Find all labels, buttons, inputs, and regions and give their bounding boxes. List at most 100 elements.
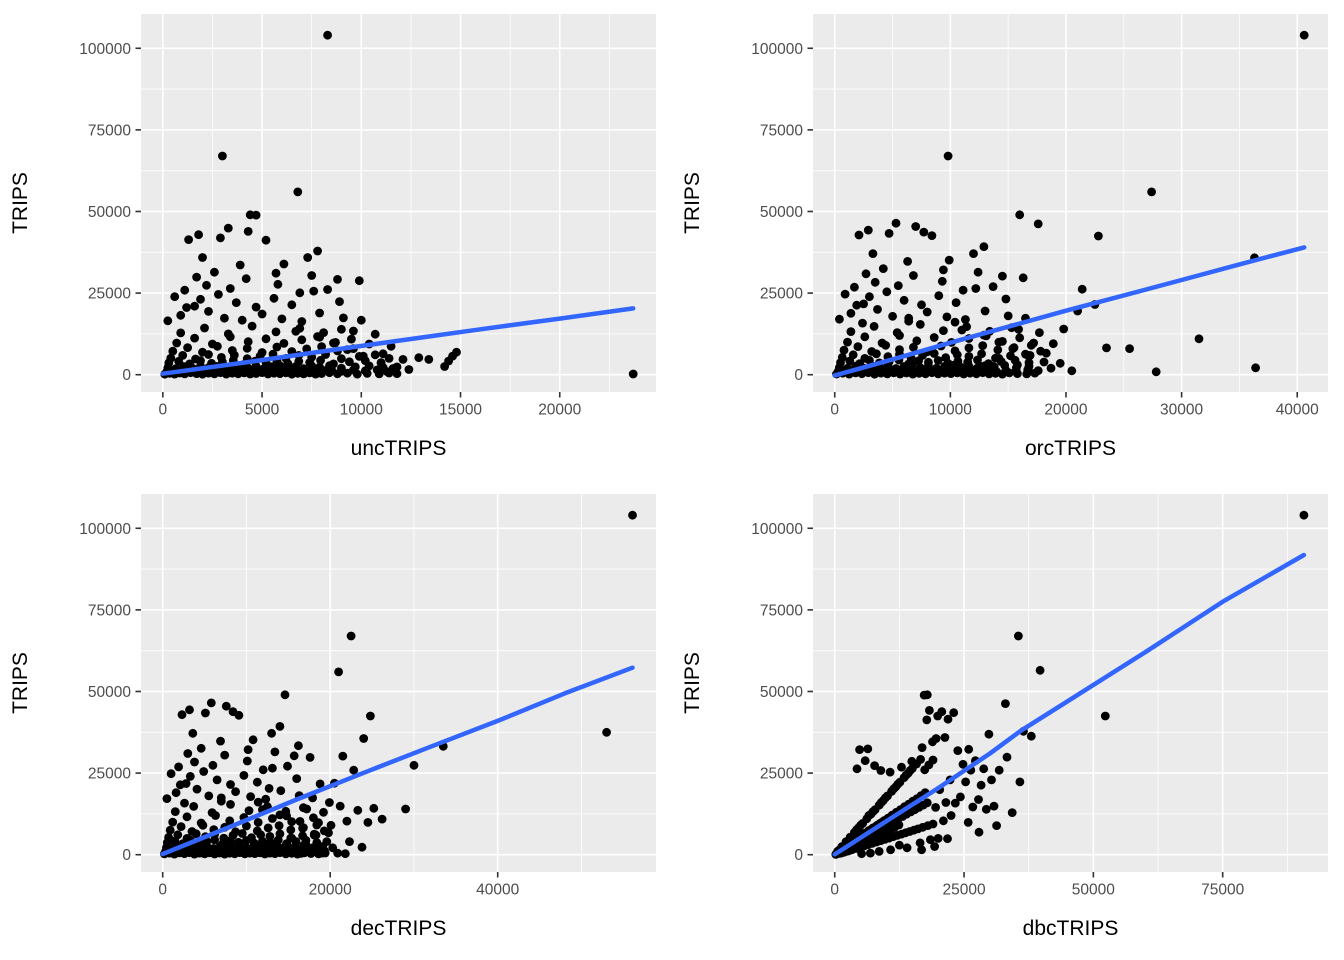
data-point: [602, 727, 611, 737]
data-point: [162, 794, 172, 803]
data-point: [261, 235, 271, 245]
data-point: [291, 326, 301, 336]
data-point: [388, 364, 398, 373]
x-tick-label: 75000: [1201, 882, 1244, 899]
data-point: [1001, 294, 1011, 304]
data-point: [868, 249, 878, 258]
data-point: [1048, 339, 1058, 349]
data-point: [846, 308, 856, 318]
data-point: [1147, 187, 1156, 197]
data-point: [176, 822, 186, 831]
data-point: [353, 805, 363, 815]
data-point: [239, 771, 249, 780]
data-point: [335, 297, 344, 306]
data-point: [198, 347, 207, 357]
y-tick-label: 75000: [760, 122, 803, 139]
data-point: [839, 345, 849, 355]
data-point: [220, 313, 229, 323]
y-tick-label: 0: [122, 367, 131, 384]
y-tick-label: 25000: [88, 286, 131, 303]
data-point: [1024, 358, 1034, 367]
data-point: [878, 264, 888, 273]
data-point: [293, 187, 303, 197]
data-point: [276, 786, 286, 796]
data-point: [192, 272, 202, 282]
data-point: [971, 284, 981, 293]
data-point: [893, 281, 903, 290]
data-point: [287, 300, 297, 310]
data-point: [190, 301, 200, 311]
data-point: [218, 151, 227, 161]
data-point: [316, 355, 325, 365]
panel-background: [813, 14, 1328, 392]
data-point: [1006, 351, 1015, 361]
data-point: [866, 848, 875, 858]
data-point: [998, 271, 1007, 281]
data-point: [933, 834, 943, 843]
data-point: [349, 326, 358, 336]
data-point: [992, 821, 1001, 830]
data-point: [176, 328, 186, 338]
data-point: [258, 765, 268, 775]
data-point: [964, 744, 974, 754]
data-point: [237, 315, 247, 325]
data-point: [911, 222, 921, 231]
gridlines-minor: [141, 494, 656, 872]
data-point: [956, 792, 965, 802]
panel-orcTRIPS: 0 10000 20000 30000 40000 0 25000 50000 75000 100…: [672, 0, 1344, 480]
data-point: [973, 355, 982, 365]
data-point: [305, 753, 315, 762]
data-point: [346, 631, 356, 641]
smooth-line: [832, 552, 1307, 857]
data-point: [1015, 333, 1025, 343]
data-point: [271, 327, 281, 337]
x-tick-label: 15000: [439, 402, 482, 419]
data-point: [183, 343, 193, 352]
data-point: [1008, 344, 1018, 353]
y-tick-label: 50000: [760, 204, 803, 221]
data-point: [369, 803, 379, 813]
data-point: [953, 356, 963, 366]
data-point: [182, 834, 192, 843]
data-point: [202, 280, 211, 290]
data-point: [950, 346, 960, 356]
data-point: [876, 766, 886, 775]
data-point: [268, 763, 277, 773]
data-point: [895, 345, 904, 354]
data-point: [868, 807, 878, 816]
smooth-line: [160, 665, 635, 857]
data-point: [855, 745, 864, 754]
data-point: [1035, 665, 1045, 675]
data-point: [164, 833, 174, 842]
data-point: [1003, 311, 1013, 321]
data-point: [897, 762, 906, 772]
x-tick-label: 10000: [340, 402, 383, 419]
data-point: [234, 837, 243, 847]
data-point: [313, 332, 322, 341]
data-point: [899, 295, 909, 305]
data-point: [221, 701, 231, 711]
data-point: [916, 755, 925, 764]
data-point: [324, 828, 333, 838]
data-point: [934, 291, 944, 301]
data-point: [840, 289, 850, 299]
data-point: [191, 354, 201, 364]
data-point: [994, 354, 1004, 363]
data-point: [190, 333, 200, 343]
data-point: [370, 350, 380, 360]
data-point: [283, 761, 292, 771]
data-point: [273, 279, 283, 289]
data-point: [994, 337, 1004, 347]
data-point: [252, 826, 262, 836]
data-point: [277, 314, 287, 324]
x-tick-label: 25000: [942, 882, 985, 899]
data-point: [1015, 210, 1025, 220]
data-point: [359, 734, 369, 743]
data-point: [200, 323, 209, 333]
data-point: [414, 353, 424, 363]
data-point: [207, 808, 217, 817]
data-point: [928, 755, 938, 765]
data-point: [859, 299, 868, 309]
points-layer: [160, 510, 637, 859]
data-point: [180, 285, 190, 295]
